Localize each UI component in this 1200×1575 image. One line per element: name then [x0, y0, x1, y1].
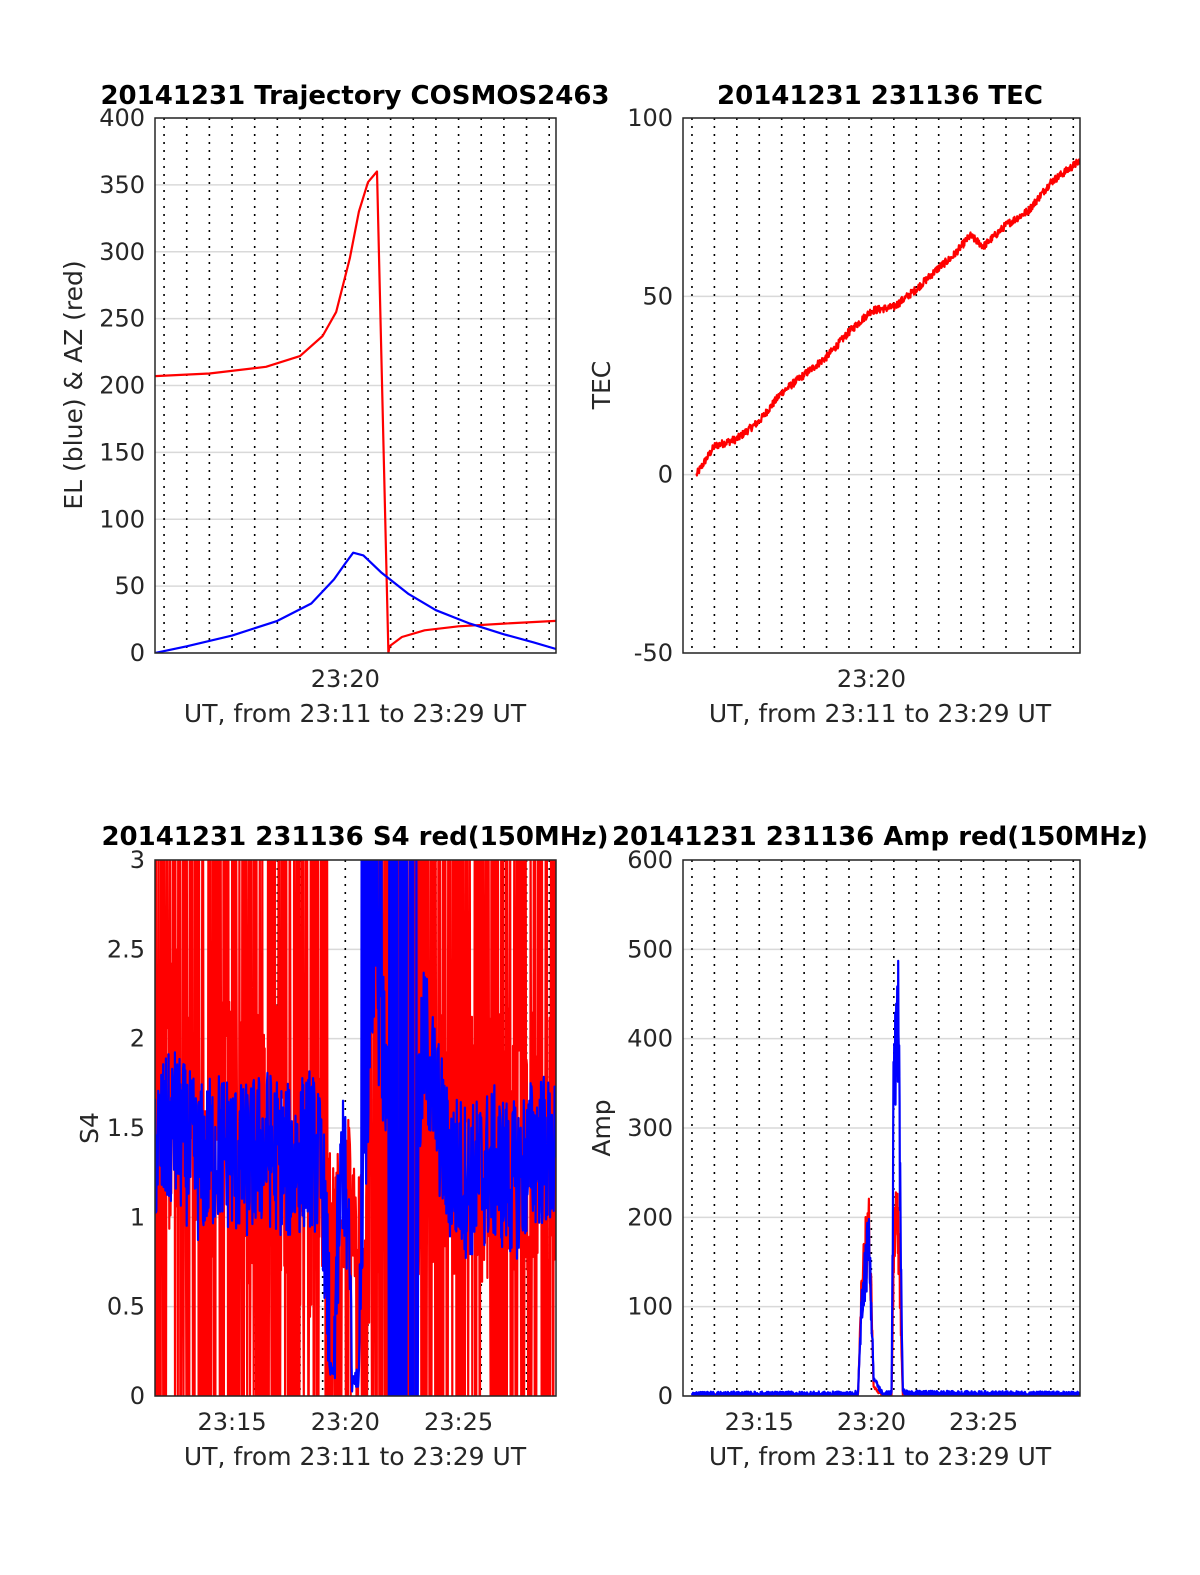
x-axis-label: UT, from 23:11 to 23:29 UT [709, 1442, 1052, 1471]
plot-background [683, 118, 1080, 653]
x-tick-label: 23:15 [725, 1408, 794, 1436]
series-line-blue [155, 860, 556, 1396]
y-axis-label: EL (blue) & AZ (red) [59, 260, 88, 509]
chart-title: 20141231 231136 TEC [717, 81, 1043, 111]
series-line-red [155, 860, 556, 1396]
y-tick-label: 100 [627, 104, 673, 132]
axes-box [682, 859, 1081, 1397]
x-tick-label: 23:20 [837, 1408, 906, 1436]
axes-box [682, 117, 1081, 654]
series-group [155, 860, 556, 1396]
y-tick-label: 100 [627, 1293, 673, 1321]
x-tick-label: 23:15 [197, 1408, 266, 1436]
y-tick-label: 300 [99, 238, 145, 266]
chart-title: 20141231 231136 Amp red(150MHz) [612, 822, 1148, 852]
plot-area-trajectory: 0 50 100 150 200 250 300 350 400 23:20 [99, 104, 557, 693]
plot-area-tec: -50 0 50 100 23:20 [627, 104, 1081, 693]
y-axis-label: Amp [587, 1099, 616, 1156]
plot-area-s4: 0 0.5 1 1.5 2 2.5 3 23:15 23:20 23:25 [107, 846, 557, 1436]
series-group [695, 158, 1080, 477]
axes-box [154, 859, 557, 1397]
chart-title: 20141231 231136 S4 red(150MHz) [101, 822, 608, 852]
x-tick-label: 23:20 [311, 1408, 380, 1436]
y-axis-label: TEC [587, 361, 616, 411]
y-tick-label: 400 [99, 104, 145, 132]
y-tick-label: 50 [642, 282, 673, 310]
y-tick-label: 100 [99, 505, 145, 533]
x-axis-label: UT, from 23:11 to 23:29 UT [184, 699, 527, 728]
x-axis-label: UT, from 23:11 to 23:29 UT [709, 699, 1052, 728]
panel-trajectory: 20141231 Trajectory COSMOS2463 EL (blue)… [59, 81, 610, 728]
x-tick-label: 23:20 [837, 665, 906, 693]
y-tick-label: 0 [130, 639, 145, 667]
y-tick-label: 0 [130, 1382, 145, 1410]
axes-box [154, 117, 557, 654]
y-tick-label: 1.5 [107, 1114, 145, 1142]
y-tick-label: 250 [99, 305, 145, 333]
panel-s4: 20141231 231136 S4 red(150MHz) S4 UT, fr… [75, 822, 609, 1471]
y-tick-label: 0 [658, 1382, 673, 1410]
y-tick-label: 600 [627, 846, 673, 874]
x-tick-label: 23:25 [424, 1408, 493, 1436]
series-group [155, 170, 556, 653]
y-axis-label: S4 [75, 1112, 104, 1144]
y-tick-label: 2 [130, 1025, 145, 1053]
series-line-red [695, 158, 1080, 477]
series-line-blue [690, 959, 1080, 1396]
y-tick-label: 2.5 [107, 935, 145, 963]
y-tick-label: 0 [658, 461, 673, 489]
x-axis-label: UT, from 23:11 to 23:29 UT [184, 1442, 527, 1471]
y-tick-label: 200 [627, 1203, 673, 1231]
y-tick-label: 1 [130, 1203, 145, 1231]
y-tick-label: -50 [634, 639, 673, 667]
y-tick-label: 0.5 [107, 1293, 145, 1321]
panel-amp: 20141231 231136 Amp red(150MHz) Amp UT, … [587, 822, 1148, 1471]
series-line-red [155, 170, 556, 653]
y-tick-label: 50 [114, 572, 145, 600]
x-tick-label: 23:25 [949, 1408, 1018, 1436]
y-tick-label: 3 [130, 846, 145, 874]
series-line-blue [155, 551, 556, 653]
y-tick-label: 500 [627, 935, 673, 963]
y-tick-label: 350 [99, 171, 145, 199]
y-tick-label: 150 [99, 438, 145, 466]
series-group [690, 959, 1080, 1396]
x-tick-label: 23:20 [311, 665, 380, 693]
chart-title: 20141231 Trajectory COSMOS2463 [100, 81, 609, 111]
panel-tec: 20141231 231136 TEC TEC UT, from 23:11 t… [587, 81, 1081, 728]
plot-area-amp: 0 100 200 300 400 500 600 23:15 23:20 23:25 [627, 846, 1081, 1436]
y-tick-label: 200 [99, 372, 145, 400]
y-tick-label: 300 [627, 1114, 673, 1142]
y-tick-label: 400 [627, 1025, 673, 1053]
